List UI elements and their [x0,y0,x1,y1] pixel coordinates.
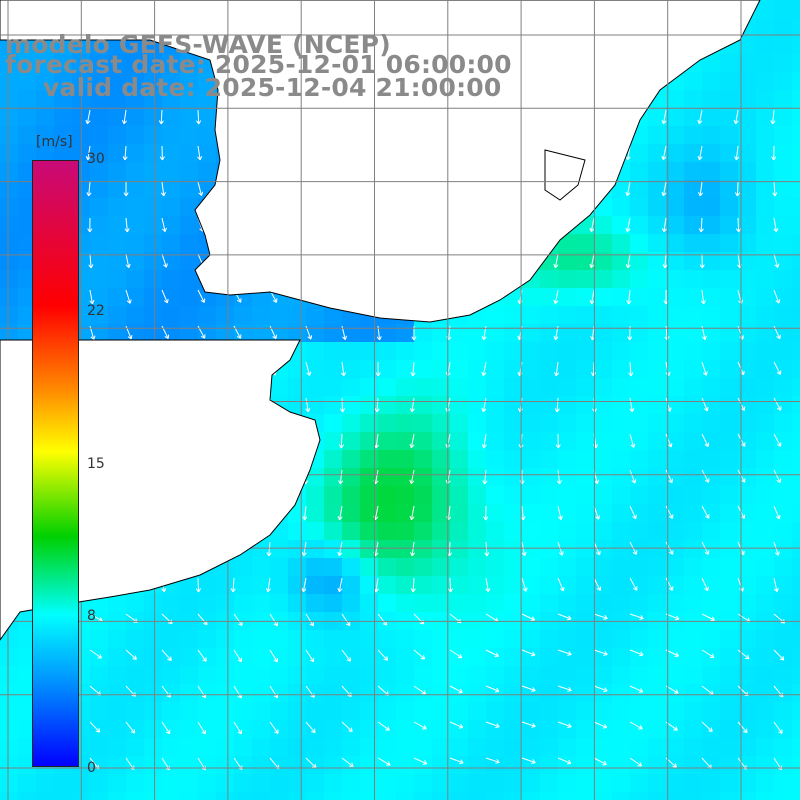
colorbar-tick-8: 8 [87,608,96,624]
colorbar-units: [m/s] [36,134,73,150]
land-mask [0,0,761,323]
colorbar [32,160,79,767]
forecast-date: forecast date: 2025-12-01 06:00:00 [5,50,512,79]
colorbar-tick-30: 30 [87,151,105,167]
map-title: modelo GEFS-WAVE (NCEP) [5,30,391,59]
colorbar-tick-0: 0 [87,760,96,776]
colorbar-tick-22: 22 [87,303,105,319]
valid-date: valid date: 2025-12-04 21:00:00 [43,73,502,102]
lagoon [544,149,586,201]
colorbar-tick-15: 15 [87,456,105,472]
